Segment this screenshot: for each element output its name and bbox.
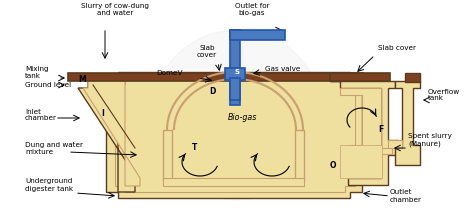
Bar — [163, 178, 304, 186]
Text: Ground level: Ground level — [25, 82, 71, 88]
Polygon shape — [115, 78, 355, 192]
Polygon shape — [68, 78, 135, 192]
Bar — [225, 68, 245, 80]
Text: S: S — [235, 69, 239, 75]
Bar — [295, 130, 304, 180]
Text: Slab
cover: Slab cover — [197, 45, 217, 58]
Text: Underground
digester tank: Underground digester tank — [25, 178, 73, 191]
Bar — [405, 73, 420, 82]
Bar — [230, 78, 240, 100]
Text: I: I — [101, 108, 104, 117]
Polygon shape — [340, 88, 392, 178]
Bar — [388, 140, 402, 148]
Text: Spent slurry
(Manure): Spent slurry (Manure) — [408, 133, 452, 147]
Text: T: T — [192, 144, 198, 153]
Text: Slurry of cow-dung
and water: Slurry of cow-dung and water — [81, 3, 149, 16]
Text: Inlet
chamber: Inlet chamber — [25, 108, 57, 121]
Bar — [230, 30, 285, 40]
Text: D: D — [209, 88, 215, 97]
Bar — [230, 30, 240, 105]
Polygon shape — [78, 78, 140, 186]
Text: Bio-gas: Bio-gas — [228, 113, 257, 122]
Text: F: F — [378, 125, 383, 135]
Text: Overflow
tank: Overflow tank — [428, 88, 460, 102]
Bar — [163, 130, 172, 180]
Text: O: O — [330, 161, 336, 169]
Text: Dung and water
mixture: Dung and water mixture — [25, 141, 83, 154]
Bar — [330, 73, 390, 81]
Polygon shape — [330, 81, 398, 185]
Bar — [68, 73, 363, 81]
Text: Slab cover: Slab cover — [378, 45, 416, 51]
Text: Mixing
tank: Mixing tank — [25, 65, 49, 79]
Polygon shape — [395, 81, 420, 165]
Circle shape — [152, 30, 322, 200]
Text: Outlet for
bio-gas: Outlet for bio-gas — [235, 3, 269, 16]
Text: M: M — [78, 74, 86, 84]
Polygon shape — [106, 72, 362, 198]
Bar — [340, 145, 382, 178]
Text: Gas valve: Gas valve — [265, 66, 301, 72]
Text: Outlet
chamber: Outlet chamber — [390, 190, 422, 203]
Text: DomeV: DomeV — [156, 70, 183, 76]
